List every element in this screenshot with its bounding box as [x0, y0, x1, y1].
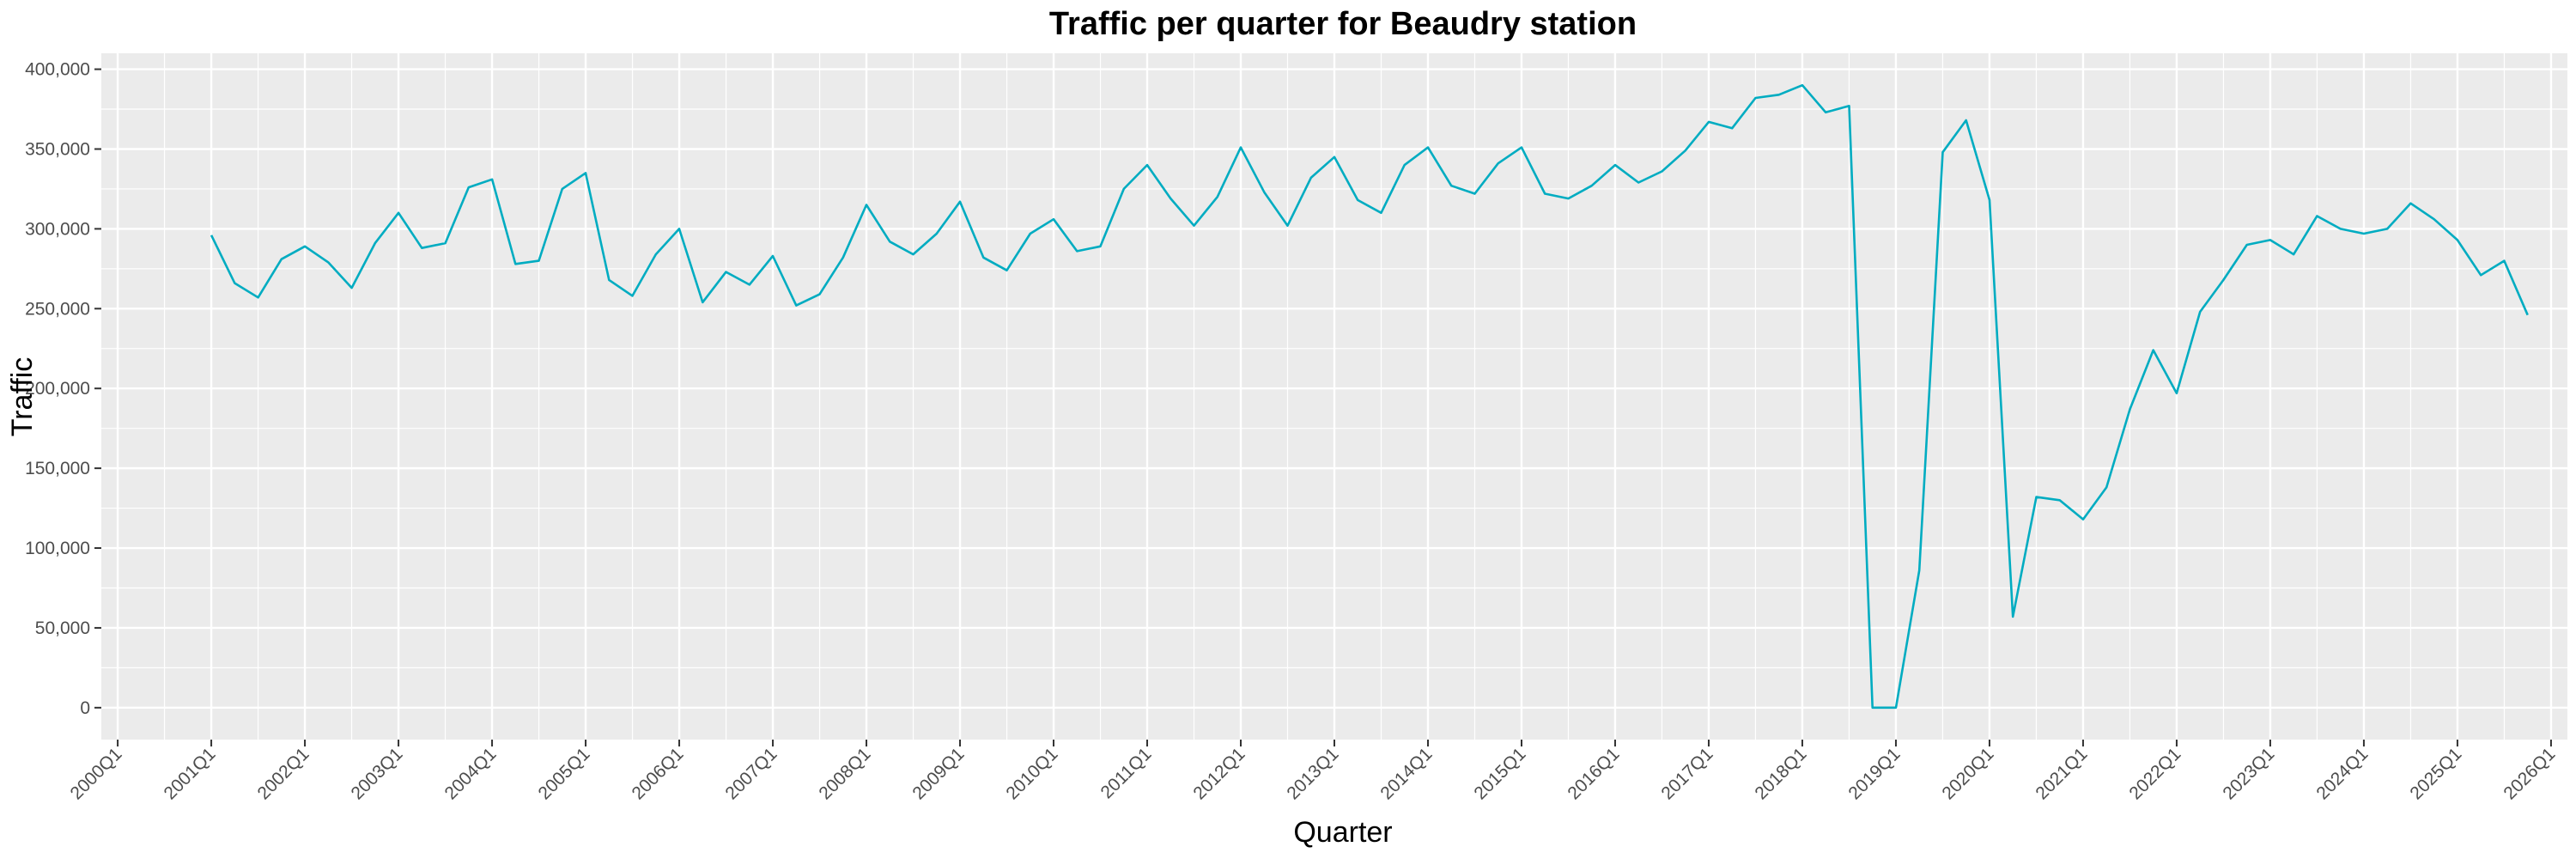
y-tick-label: 250,000: [25, 299, 90, 319]
y-tick-label: 50,000: [35, 618, 90, 638]
y-axis: 0 50,000 100,000 150,000 200,000 250,000 300,0…: [25, 60, 101, 718]
x-tick-label: 2025Q1: [2406, 744, 2465, 803]
x-tick-label: 2005Q1: [534, 744, 593, 803]
x-tick-label: 2009Q1: [908, 744, 968, 803]
x-tick-label: 2001Q1: [160, 744, 219, 803]
major-gridlines: [101, 53, 2567, 740]
x-tick-label: 2011Q1: [1097, 744, 1156, 802]
x-tick-label: 2004Q1: [440, 744, 500, 803]
x-tick-label: 2018Q1: [1751, 744, 1810, 803]
x-tick-label: 2020Q1: [1938, 744, 1997, 803]
x-tick-label: 2024Q1: [2312, 744, 2372, 803]
x-tick-label: 2000Q1: [67, 744, 126, 803]
x-tick-label: 2023Q1: [2219, 744, 2278, 803]
x-tick-label: 2010Q1: [1002, 744, 1061, 803]
x-tick-label: 2013Q1: [1283, 744, 1342, 803]
x-axis-title: Quarter: [1293, 816, 1392, 849]
y-tick-label: 100,000: [25, 539, 90, 558]
y-tick-label: 150,000: [25, 459, 90, 478]
y-tick-label: 200,000: [25, 379, 90, 399]
traffic-series-line: [210, 83, 2529, 710]
x-tick-label: 2017Q1: [1657, 744, 1716, 803]
x-tick-label: 2016Q1: [1564, 744, 1623, 803]
x-axis: 2000Q1 2001Q1 2002Q1 2003Q1 2004Q1 2005Q1 2006…: [67, 740, 2559, 803]
x-tick-label: 2003Q1: [347, 744, 406, 803]
x-tick-label: 2026Q1: [2500, 744, 2559, 803]
y-axis-title: Traffic: [6, 357, 39, 437]
x-tick-label: 2006Q1: [628, 744, 687, 803]
series-group: [210, 83, 2529, 710]
x-tick-label: 2008Q1: [815, 744, 874, 803]
x-tick-label: 2015Q1: [1470, 744, 1529, 803]
chart-title: Traffic per quarter for Beaudry station: [1049, 6, 1637, 42]
y-tick-label: 300,000: [25, 219, 90, 239]
y-tick-label: 0: [80, 698, 90, 718]
x-tick-label: 2002Q1: [253, 744, 313, 803]
y-tick-label: 350,000: [25, 139, 90, 159]
x-tick-label: 2007Q1: [721, 744, 781, 803]
x-tick-label: 2021Q1: [2032, 744, 2091, 803]
y-tick-label: 400,000: [25, 60, 90, 80]
x-tick-label: 2012Q1: [1189, 744, 1249, 803]
x-tick-label: 2019Q1: [1844, 744, 1904, 803]
x-tick-label: 2022Q1: [2125, 744, 2184, 803]
x-tick-label: 2014Q1: [1376, 744, 1436, 803]
